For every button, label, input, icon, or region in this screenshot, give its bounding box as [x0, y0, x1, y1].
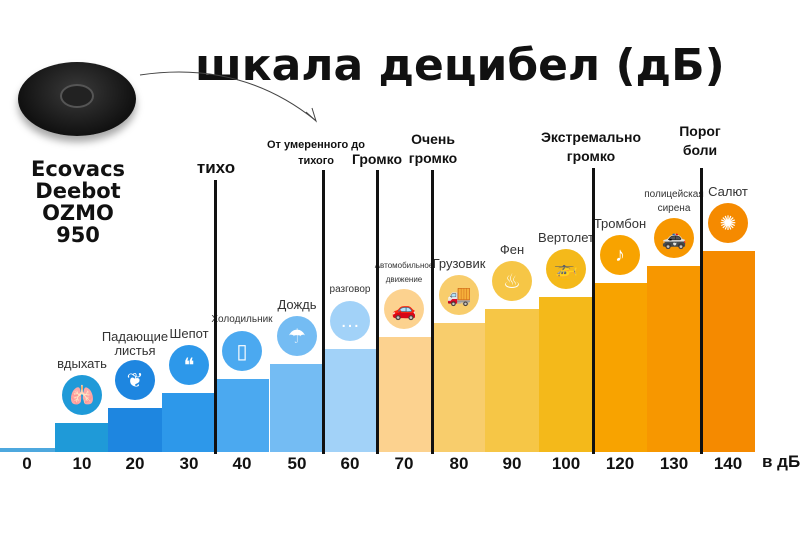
- trombone-icon: ♪: [600, 235, 640, 275]
- fridge-icon: ▯: [222, 331, 262, 371]
- robot-vacuum-image: [18, 62, 136, 136]
- example-label: Грузовик: [432, 256, 486, 271]
- bar-100: [539, 297, 593, 452]
- example-label: Дождь: [277, 297, 317, 312]
- tick-label: 0: [22, 454, 32, 473]
- example-label: Холодильник: [211, 314, 273, 325]
- bar-0: [0, 448, 55, 452]
- tick-label: 70: [394, 454, 414, 473]
- example-label: полицейская сирена: [644, 189, 704, 214]
- truck-icon: 🚚: [439, 275, 479, 315]
- bar-10: [55, 423, 109, 452]
- tick-label: 120: [605, 454, 635, 473]
- bar-40: [215, 379, 269, 452]
- tick-label: 30: [179, 454, 199, 473]
- lungs-icon: 🫁: [62, 375, 102, 415]
- example-label: Автомобильное движение: [374, 261, 434, 284]
- bar-50: [270, 364, 324, 452]
- zone-divider: [431, 170, 434, 454]
- example-label: Салют: [708, 184, 748, 199]
- tick-label: 130: [659, 454, 689, 473]
- bar-80: [432, 323, 486, 452]
- zone-label: От умеренного до тихого: [267, 139, 365, 167]
- example-label: Вертолет: [538, 230, 594, 245]
- leaves-icon: ❦: [115, 360, 155, 400]
- zone-label: Порог боли: [679, 123, 721, 158]
- car-icon: 🚗: [384, 289, 424, 329]
- zone-divider: [700, 168, 703, 454]
- bar-90: [485, 309, 539, 452]
- zone-divider: [592, 168, 595, 454]
- zone-label: Громко: [351, 151, 403, 167]
- whisper-icon: ❝: [169, 345, 209, 385]
- tick-label: 10: [72, 454, 92, 473]
- example-label: Тромбон: [593, 216, 647, 231]
- bar-120: [593, 283, 647, 452]
- tick-label: 20: [125, 454, 145, 473]
- tick-label: 60: [340, 454, 360, 473]
- zone-label: Очень громко: [408, 131, 458, 166]
- example-label: вдыхать: [57, 356, 107, 371]
- bar-20: [108, 408, 162, 452]
- bar-130: [647, 266, 701, 452]
- tick-label: 100: [551, 454, 581, 473]
- example-label: Падающие листья: [101, 329, 169, 358]
- bar-30: [162, 393, 216, 452]
- bar-140: [701, 251, 755, 452]
- tick-label: 90: [502, 454, 522, 473]
- police-car-icon: 🚓: [654, 218, 694, 258]
- bar-70: [377, 337, 431, 452]
- zone-divider: [322, 170, 325, 454]
- example-label: Фен: [499, 242, 525, 257]
- unit-label: в дБ: [762, 452, 800, 471]
- chat-icon: …: [330, 301, 370, 341]
- helicopter-icon: 🚁: [546, 249, 586, 289]
- hairdryer-icon: ♨: [492, 261, 532, 301]
- tick-label: 80: [449, 454, 469, 473]
- zone-label: Экстремально громко: [540, 129, 642, 164]
- example-label: Шепот: [169, 326, 209, 341]
- tick-label: 140: [713, 454, 743, 473]
- zone-label: тихо: [196, 158, 236, 177]
- tick-label: 40: [232, 454, 252, 473]
- tick-label: 50: [287, 454, 307, 473]
- zone-divider: [214, 180, 217, 454]
- example-label: разговор: [329, 284, 371, 295]
- bar-60: [323, 349, 377, 452]
- fireworks-icon: ✺: [708, 203, 748, 243]
- zone-divider: [376, 170, 379, 454]
- robot-name: Ecovacs Deebot OZMO 950: [30, 157, 126, 247]
- rain-icon: ☂: [277, 316, 317, 356]
- page-title: шкала децибел (дБ): [195, 40, 725, 91]
